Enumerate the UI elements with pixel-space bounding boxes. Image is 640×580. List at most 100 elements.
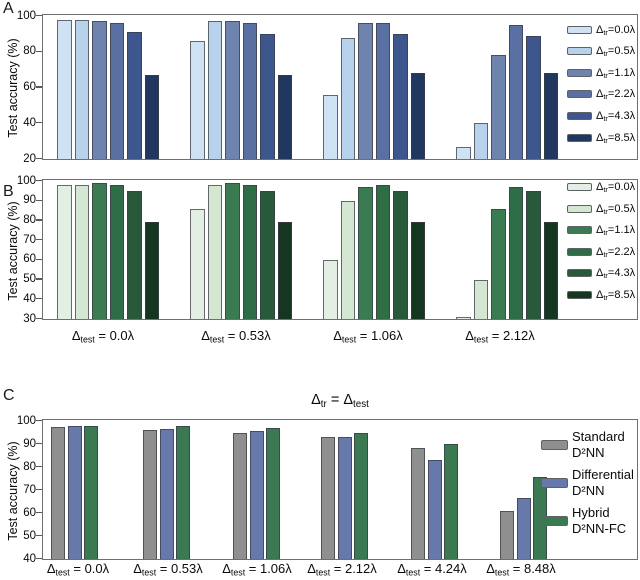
- panel-c-label: C: [3, 387, 15, 404]
- legend-swatch: [567, 47, 592, 56]
- y-tick-label: 60: [23, 81, 36, 93]
- label-text: Δ: [333, 328, 342, 343]
- y-tick-mark: [36, 122, 42, 124]
- bar-a-group2-series5: [410, 73, 425, 159]
- bar-b-group3-series1: [473, 279, 488, 319]
- legend-label: Δtr=1.1λ: [596, 67, 635, 82]
- bar-a-group3-series3: [508, 24, 523, 159]
- label-text: Δ: [596, 267, 604, 280]
- y-tick-mark: [36, 419, 42, 422]
- y-tick-mark: [36, 317, 42, 320]
- y-tick-label: 50: [23, 529, 36, 542]
- y-tick-mark: [36, 239, 42, 241]
- bar-a-group2-series3: [375, 23, 390, 159]
- bar-c-group1-series0: [143, 430, 157, 559]
- legend-label: Δtr=8.5λ: [596, 132, 635, 147]
- subscript-text: test: [405, 567, 421, 578]
- label-text: Δ: [397, 561, 406, 576]
- y-tick-label: 40: [23, 552, 36, 565]
- bar-a-group3-series5: [543, 73, 558, 159]
- panel-c-plot: Standard D²NN Differential D²NN Hybrid D²NN-F…: [42, 419, 638, 560]
- legend-label: Hybrid D²NN-FC: [572, 505, 626, 536]
- subscript-text: test: [209, 334, 225, 345]
- legend-label: Δtr=0.0λ: [596, 24, 635, 39]
- bar-a-group0-series3: [109, 23, 124, 159]
- subscript-text: test: [494, 567, 510, 578]
- bar-a-group3-series0: [456, 146, 471, 159]
- label-text: Δ: [596, 23, 604, 36]
- label-text: Δ: [596, 45, 604, 58]
- label-text: Δ: [596, 181, 604, 193]
- bar-a-group1-series2: [225, 21, 240, 159]
- label-text: =1.1λ: [607, 224, 636, 237]
- bar-b-group2-series2: [358, 186, 373, 319]
- subscript-text: test: [315, 567, 331, 578]
- x-axis-group-label: Δtest = 8.48λ: [486, 561, 556, 578]
- y-tick-mark: [36, 86, 42, 88]
- legend-label: Δtr=2.2λ: [596, 246, 635, 261]
- label-text: Δ: [133, 561, 142, 576]
- bar-c-group3-series0: [321, 437, 335, 559]
- legend-swatch: [567, 68, 592, 77]
- bar-a-group0-series0: [57, 19, 72, 159]
- subscript-text: tr: [603, 250, 608, 260]
- x-axis-group-label: Δtest = 2.12λ: [307, 561, 377, 578]
- subscript-text: tr: [320, 398, 327, 410]
- label-text: =0.5λ: [607, 45, 636, 58]
- bar-b-group1-series1: [207, 184, 222, 319]
- bar-a-group1-series4: [260, 33, 275, 159]
- y-tick-label: 100: [16, 414, 36, 427]
- bar-c-group3-series2: [354, 432, 368, 559]
- y-tick-mark: [36, 534, 42, 537]
- label-text: = 0.0λ: [69, 561, 110, 576]
- subscript-text: tr: [603, 92, 608, 102]
- bar-b-group1-series0: [190, 208, 205, 319]
- legend-label: Δtr=0.5λ: [596, 203, 635, 218]
- y-tick-label: 90: [23, 437, 36, 450]
- bar-b-group3-series5: [543, 222, 558, 319]
- bar-b-group2-series3: [375, 184, 390, 319]
- label-text: = 2.12λ: [488, 328, 535, 343]
- y-tick-label: 80: [23, 213, 36, 226]
- subscript-text: tr: [603, 70, 608, 80]
- label-text: Δ: [596, 131, 604, 144]
- y-tick-label: 90: [23, 194, 36, 207]
- y-tick-label: 80: [23, 45, 36, 58]
- bar-b-group1-series4: [260, 190, 275, 319]
- bar-c-group4-series1: [427, 460, 442, 559]
- label-text: =8.5λ: [607, 289, 636, 301]
- label-text: = 8.48λ: [509, 561, 556, 576]
- y-tick-mark: [36, 298, 42, 300]
- label-text: Δ: [201, 328, 210, 343]
- legend-swatch: [567, 25, 592, 34]
- label-text: Δ: [596, 289, 604, 301]
- bar-a-group0-series2: [92, 21, 107, 159]
- bar-c-group2-series1: [249, 431, 264, 559]
- bar-c-group1-series1: [159, 429, 174, 559]
- y-tick-label: 40: [23, 292, 36, 305]
- label-text: = Δ: [326, 392, 354, 408]
- bar-b-group0-series4: [127, 190, 142, 319]
- y-tick-mark: [36, 278, 42, 280]
- bar-c-group0-series0: [51, 426, 65, 559]
- label-text: Δ: [46, 561, 56, 576]
- legend-label: Differential D²NN: [572, 467, 634, 498]
- bar-b-group3-series0: [456, 317, 471, 319]
- legend-label-line: D²NN-FC: [572, 520, 627, 536]
- label-text: =4.3λ: [607, 267, 636, 280]
- label-text: =1.1λ: [607, 66, 636, 79]
- label-text: = 0.53λ: [156, 561, 203, 576]
- legend-label-line: Standard: [572, 429, 625, 444]
- y-tick-mark: [36, 219, 42, 221]
- subscript-text: tr: [603, 228, 608, 238]
- subscript-text: tr: [603, 114, 608, 124]
- y-tick-label: 70: [23, 483, 36, 496]
- y-tick-mark: [36, 258, 42, 261]
- bar-a-group1-series1: [207, 21, 222, 159]
- bar-c-group2-series2: [266, 427, 280, 559]
- bar-b-group1-series5: [277, 222, 292, 319]
- bar-c-group0-series1: [67, 425, 82, 559]
- label-text: Δ: [596, 224, 604, 237]
- label-text: = 1.06λ: [356, 328, 403, 343]
